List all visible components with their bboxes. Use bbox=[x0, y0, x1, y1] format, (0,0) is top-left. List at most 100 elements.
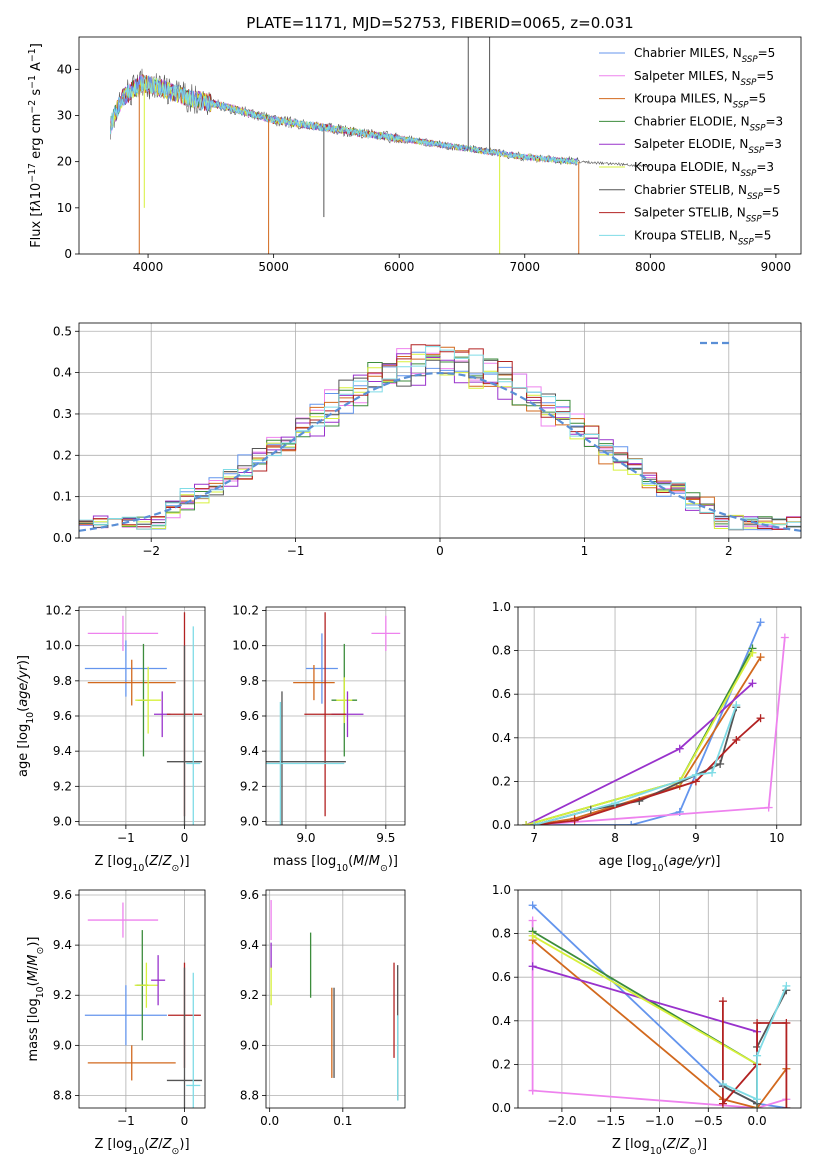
normal-curve bbox=[79, 371, 801, 532]
age-vs-mass-panel: 9.0 9.5 9.0 9.2 9.4 9.6 9.8 10.0 10.2 mass [log10… bbox=[232, 604, 406, 874]
y-tick-label: 8.8 bbox=[53, 1088, 72, 1102]
legend-entry: Salpeter STELIB, NSSP=5 bbox=[634, 206, 779, 225]
y-tick-label: 0.6 bbox=[492, 687, 511, 701]
mass-vs-extinction-panel: 0.0 0.1 8.8 9.0 9.2 9.4 9.6 bbox=[240, 888, 406, 1128]
y-tick-label: 9.0 bbox=[240, 1038, 259, 1052]
series-line bbox=[532, 939, 788, 1108]
y-axis-label: mass [log10(M/M⊙)] bbox=[26, 937, 46, 1062]
error-point-chabrier-miles bbox=[84, 640, 167, 697]
error-point-salpeter-elodie bbox=[151, 955, 166, 1006]
x-tick-label: 0.0 bbox=[260, 1114, 279, 1128]
x-tick-label: 8000 bbox=[635, 260, 666, 274]
mass-weight-vs-age-panel: 7 8 9 10 0.0 0.2 0.4 0.6 0.8 1.0 age [log10(age/yr… bbox=[492, 600, 802, 874]
x-tick-label: 9000 bbox=[761, 260, 792, 274]
x-tick-label: −1 bbox=[117, 831, 135, 845]
x-tick-label: −2.0 bbox=[547, 1114, 576, 1128]
y-tick-label: 0.2 bbox=[53, 448, 72, 462]
error-point-kroupa-stelib bbox=[186, 626, 201, 825]
y-tick-label: 0.1 bbox=[53, 490, 72, 504]
y-tick-label: 1.0 bbox=[492, 600, 511, 614]
legend-entry: Chabrier STELIB, NSSP=5 bbox=[634, 183, 781, 202]
spectrum-panel: 4000 5000 6000 7000 8000 9000 0 10 20 30 40 Flux [f… bbox=[27, 36, 802, 274]
y-tick-label: 10 bbox=[57, 201, 72, 215]
residual-histogram-panel: −2 −1 0 1 2 0.0 0.1 0.2 0.3 0.4 0.5 bbox=[53, 322, 802, 558]
y-tick-label: 0.3 bbox=[53, 407, 72, 421]
x-tick-label: 9.0 bbox=[296, 831, 315, 845]
y-tick-label: 9.6 bbox=[53, 709, 72, 723]
legend: Chabrier MILES, NSSP=5 Salpeter MILES, NS… bbox=[599, 46, 783, 247]
series-line bbox=[534, 656, 762, 825]
error-point-kroupa-elodie bbox=[135, 666, 162, 734]
grid-lines bbox=[266, 890, 405, 1108]
age-vs-metallicity-panel: −1 0 9.0 9.2 9.4 9.6 9.8 10.0 10.2 Z [log10(Z/Z⊙)… bbox=[16, 604, 206, 874]
y-tick-label: 0.0 bbox=[492, 818, 511, 832]
y-tick-label: 30 bbox=[57, 108, 72, 122]
y-tick-label: 0.5 bbox=[53, 324, 72, 338]
legend-entry: Kroupa STELIB, NSSP=5 bbox=[634, 228, 771, 247]
plot-area bbox=[528, 901, 791, 1108]
x-axis-label: Z [log10(Z/Z⊙)] bbox=[612, 1137, 707, 1157]
y-tick-label: 10.0 bbox=[232, 639, 259, 653]
x-tick-label: 1 bbox=[581, 544, 589, 558]
x-tick-label: 2 bbox=[725, 544, 733, 558]
y-tick-label: 9.2 bbox=[240, 779, 259, 793]
y-axis-label: age [log10(age/yr)] bbox=[16, 655, 36, 777]
histogram-kroupa-stelib bbox=[79, 346, 801, 530]
series-kroupa-stelib bbox=[530, 701, 741, 825]
legend-entry: Kroupa MILES, NSSP=5 bbox=[634, 92, 766, 111]
x-tick-label: 9.5 bbox=[376, 831, 395, 845]
y-tick-label: 9.2 bbox=[240, 988, 259, 1002]
error-point-chabrier-stelib bbox=[166, 645, 203, 825]
y-tick-label: 40 bbox=[57, 62, 72, 76]
y-tick-label: 9.8 bbox=[240, 674, 259, 688]
y-tick-label: 0.2 bbox=[492, 1057, 511, 1071]
x-tick-label: 10 bbox=[769, 831, 784, 845]
series-line bbox=[722, 985, 788, 1101]
x-tick-label: 6000 bbox=[384, 260, 415, 274]
x-tick-label: −1 bbox=[117, 1114, 135, 1128]
y-tick-label: 10.2 bbox=[45, 604, 72, 618]
y-tick-label: 9.4 bbox=[240, 938, 259, 952]
y-tick-label: 0.4 bbox=[53, 366, 72, 380]
figure-title: PLATE=1171, MJD=52753, FIBERID=0065, z=0… bbox=[246, 14, 633, 32]
x-tick-label: 8 bbox=[611, 831, 619, 845]
y-tick-label: 9.2 bbox=[53, 988, 72, 1002]
x-tick-label: 0.0 bbox=[748, 1114, 767, 1128]
y-tick-label: 9.4 bbox=[53, 744, 72, 758]
legend-entry: Kroupa ELODIE, NSSP=3 bbox=[634, 160, 774, 179]
y-tick-label: 9.0 bbox=[53, 1038, 72, 1052]
y-tick-label: 0.0 bbox=[53, 531, 72, 545]
y-tick-label: 0.2 bbox=[492, 774, 511, 788]
series-line bbox=[534, 621, 762, 825]
y-tick-label: 0 bbox=[64, 247, 72, 261]
x-tick-label: 0 bbox=[436, 544, 444, 558]
mass-vs-metallicity-panel: −1 0 8.8 9.0 9.2 9.4 9.6 Z [log10(Z/Z⊙)] mass [l… bbox=[26, 888, 206, 1157]
x-tick-label: −2 bbox=[142, 544, 160, 558]
x-tick-label: −1.0 bbox=[645, 1114, 674, 1128]
x-axis-label: mass [log10(M/M⊙)] bbox=[273, 854, 398, 874]
x-tick-label: 0.1 bbox=[333, 1114, 352, 1128]
axes-frame bbox=[517, 606, 802, 826]
series-kroupa-stelib bbox=[718, 981, 791, 1104]
error-point-chabrier-miles bbox=[305, 633, 338, 704]
y-tick-label: 9.8 bbox=[53, 674, 72, 688]
legend-entry: Salpeter MILES, NSSP=5 bbox=[634, 69, 774, 88]
error-point-salpeter-miles bbox=[87, 902, 159, 938]
y-tick-label: 9.6 bbox=[240, 709, 259, 723]
x-tick-label: −1 bbox=[287, 544, 305, 558]
y-tick-label: 9.4 bbox=[240, 744, 259, 758]
y-tick-label: 9.2 bbox=[53, 779, 72, 793]
x-axis-label: Z [log10(Z/Z⊙)] bbox=[94, 1137, 189, 1157]
x-tick-label: −0.5 bbox=[694, 1114, 723, 1128]
error-point-salpeter-miles bbox=[371, 615, 401, 651]
error-point-chabrier-stelib bbox=[266, 691, 346, 825]
x-axis-label: Z [log10(Z/Z⊙)] bbox=[94, 854, 189, 874]
x-tick-label: 7 bbox=[530, 831, 538, 845]
legend-entry: Chabrier MILES, NSSP=5 bbox=[634, 46, 775, 65]
axes-frame bbox=[78, 889, 206, 1109]
error-point-kroupa-miles bbox=[87, 659, 176, 706]
x-tick-label: 5000 bbox=[258, 260, 289, 274]
y-tick-label: 0.4 bbox=[492, 731, 511, 745]
error-point-kroupa-miles bbox=[293, 665, 335, 701]
y-tick-label: 9.0 bbox=[240, 814, 259, 828]
